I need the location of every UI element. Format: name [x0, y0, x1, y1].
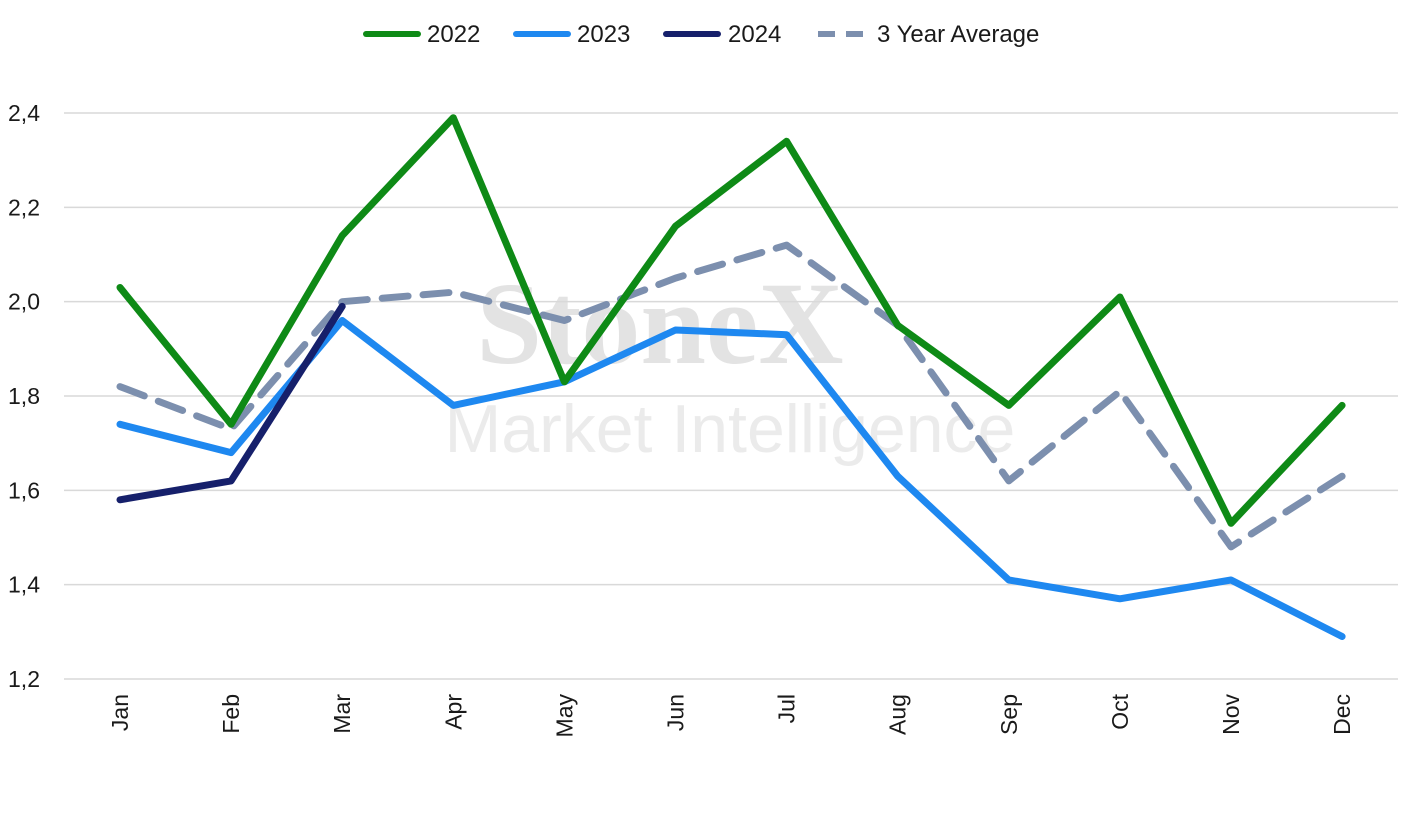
x-tick-label: Mar — [329, 694, 355, 734]
legend-item: 3 Year Average — [818, 21, 1039, 48]
x-tick-label: Nov — [1218, 694, 1244, 735]
watermark-logo-text: StoneX — [476, 258, 843, 389]
legend-label: 2022 — [427, 21, 480, 48]
legend-label: 2024 — [728, 21, 781, 48]
legend-label: 2023 — [577, 21, 630, 48]
y-tick-label: 1,6 — [8, 477, 40, 503]
x-axis-tick-labels: Jan Feb Mar Apr May Jun Jul Aug Sep Oct Nov Dec — [107, 693, 1355, 737]
y-tick-label: 1,8 — [8, 383, 40, 409]
x-tick-label: Aug — [885, 694, 911, 735]
x-tick-label: Jul — [774, 694, 800, 723]
x-tick-label: Apr — [440, 694, 466, 730]
y-tick-label: 2,2 — [8, 194, 40, 220]
series-line — [120, 306, 342, 499]
y-tick-label: 2,4 — [8, 100, 40, 126]
series-2024 — [120, 306, 342, 500]
x-tick-label: May — [551, 694, 577, 738]
watermark-subtitle-text: Market Intelligence — [445, 391, 1016, 467]
x-tick-label: Sep — [996, 694, 1022, 735]
y-tick-label: 2,0 — [8, 289, 40, 315]
legend-item: 2022 — [366, 21, 480, 48]
legend-item: 2023 — [516, 21, 630, 48]
watermark: StoneX Market Intelligence — [445, 258, 1016, 467]
x-tick-label: Jun — [663, 694, 689, 731]
legend-label: 3 Year Average — [877, 21, 1039, 48]
x-tick-label: Oct — [1107, 693, 1133, 729]
x-tick-label: Jan — [107, 694, 133, 731]
legend: 2022 2023 2024 3 Year Average — [366, 21, 1039, 48]
x-tick-label: Feb — [218, 694, 244, 734]
y-tick-label: 1,4 — [8, 572, 40, 598]
legend-item: 2024 — [666, 21, 781, 48]
y-tick-label: 1,2 — [8, 666, 40, 692]
x-tick-label: Dec — [1329, 694, 1355, 735]
y-axis-tick-labels: 1,2 1,4 1,6 1,8 2,0 2,2 2,4 — [8, 100, 40, 692]
